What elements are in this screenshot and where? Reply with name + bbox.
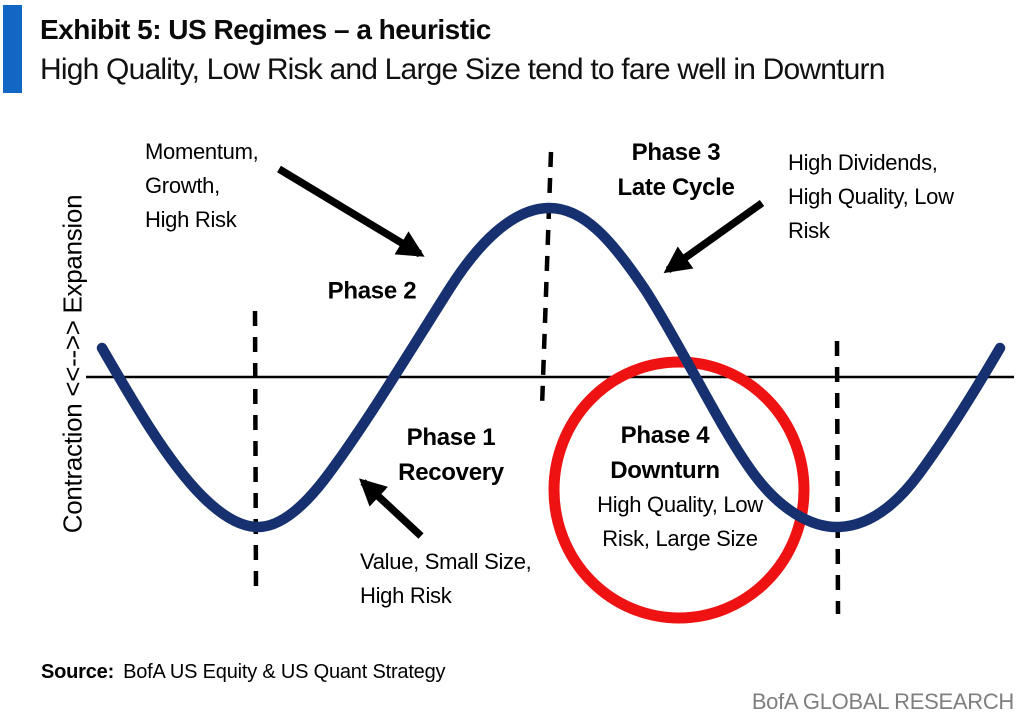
value-small-label: Value, Small Size, High Risk	[360, 549, 532, 608]
dashed-line-peak	[539, 151, 554, 408]
dashed-line-trough1	[252, 310, 259, 594]
high-dividends-label: High Dividends, High Quality, Low Risk	[788, 150, 954, 243]
momentum-label: Momentum, Growth, High Risk	[145, 139, 259, 232]
phase4-desc-label: High Quality, Low Risk, Large Size	[597, 492, 763, 551]
momentum-arrow	[277, 165, 425, 258]
high-dividends-arrow	[663, 199, 765, 274]
y-axis-label: Contraction <<-->> Expansion	[57, 194, 88, 534]
phase3-label: Phase 3 Late Cycle	[617, 139, 735, 201]
exhibit-title: Exhibit 5: US Regimes – a heuristic	[40, 14, 491, 45]
phase1-label: Phase 1 Recovery	[398, 424, 504, 486]
source-label: Source:	[41, 661, 115, 683]
cycle-curve	[96, 202, 1006, 533]
accent-bar	[3, 5, 22, 93]
phase2-label: Phase 2	[327, 277, 417, 305]
exhibit-subtitle: High Quality, Low Risk and Large Size te…	[40, 53, 885, 86]
value-arrow	[359, 478, 424, 539]
phase4-highlight-circle	[548, 356, 810, 624]
source-line: Source: BofA US Equity & US Quant Strateg…	[41, 661, 446, 684]
source-text: BofA US Equity & US Quant Strategy	[123, 661, 446, 683]
dashed-line-trough2	[834, 340, 841, 615]
brand-text: BofA GLOBAL RESEARCH	[751, 689, 1014, 714]
phase4-title-label: Phase 4 Downturn	[610, 422, 720, 484]
